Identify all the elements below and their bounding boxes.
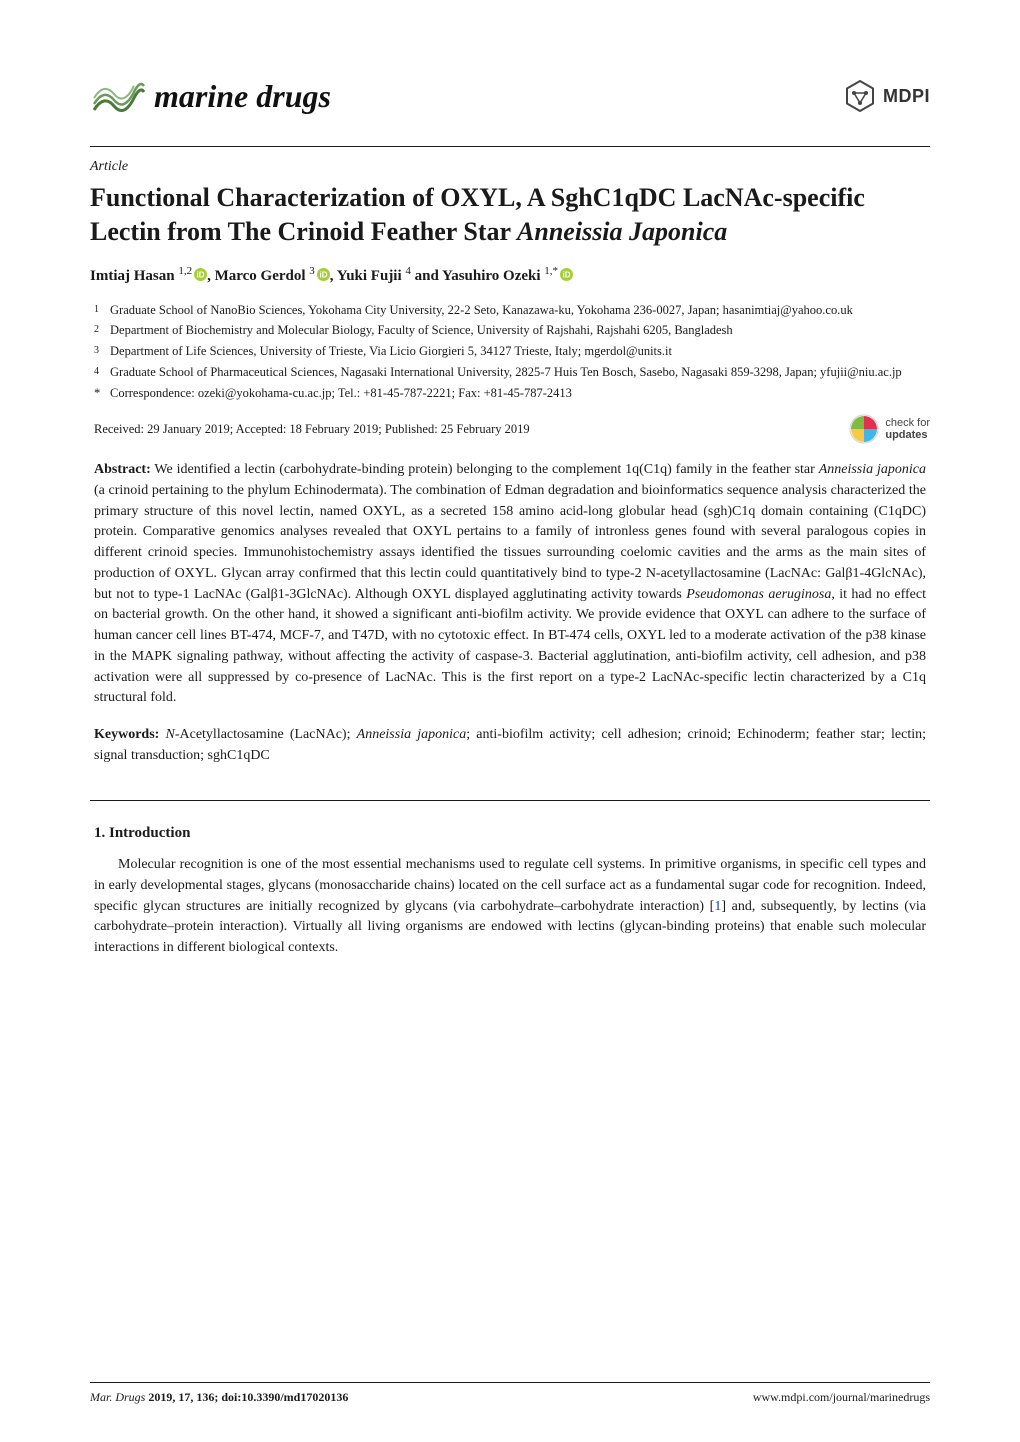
updates-line1: check for <box>885 417 930 429</box>
affiliation-row: 3 Department of Life Sciences, Universit… <box>112 343 930 361</box>
correspondence-row: * Correspondence: ozeki@yokohama-cu.ac.j… <box>112 385 930 403</box>
authors-line: Imtiaj Hasan 1,2iD, Marco Gerdol 3iD, Yu… <box>90 264 930 288</box>
svg-text:iD: iD <box>563 270 571 279</box>
abstract-label: Abstract: <box>94 462 151 477</box>
author-sup: 1,2 <box>178 265 192 277</box>
updates-line2: updates <box>885 429 930 441</box>
footer-year-vol: 2019, 17, 136; doi:10.3390/md17020136 <box>145 1390 348 1404</box>
affiliation-text: Graduate School of Pharmaceutical Scienc… <box>110 364 930 382</box>
abstract-block: Abstract: We identified a lectin (carboh… <box>90 460 930 709</box>
updates-text: check for updates <box>885 417 930 441</box>
affiliation-text: Graduate School of NanoBio Sciences, Yok… <box>110 302 930 320</box>
publication-dates: Received: 29 January 2019; Accepted: 18 … <box>94 420 530 438</box>
affiliation-row: 1 Graduate School of NanoBio Sciences, Y… <box>112 302 930 320</box>
citation-link[interactable]: 1 <box>714 899 721 914</box>
author-sup: 4 <box>405 265 411 277</box>
section-heading: 1. Introduction <box>90 823 930 845</box>
intro-paragraph: Molecular recognition is one of the most… <box>90 855 930 959</box>
affiliation-number: 2 <box>94 322 110 340</box>
orcid-icon: iD <box>560 268 573 281</box>
orcid-icon: iD <box>194 268 207 281</box>
publisher-name: MDPI <box>883 83 930 109</box>
affiliation-number: 3 <box>94 343 110 361</box>
correspondence-text: Correspondence: ozeki@yokohama-cu.ac.jp;… <box>110 385 930 403</box>
author-name: Imtiaj Hasan <box>90 268 175 284</box>
affiliation-number: 4 <box>94 364 110 382</box>
journal-logo-block: marine drugs <box>90 68 331 124</box>
correspondence-marker: * <box>94 385 110 403</box>
mdpi-hex-icon <box>843 79 877 113</box>
journal-name: marine drugs <box>154 73 331 119</box>
svg-text:iD: iD <box>197 270 205 279</box>
author-sup: 1,* <box>544 265 558 277</box>
article-title: Functional Characterization of OXYL, A S… <box>90 181 930 248</box>
affiliation-number: 1 <box>94 302 110 320</box>
affiliations-block: 1 Graduate School of NanoBio Sciences, Y… <box>90 302 930 403</box>
author-sup: 3 <box>309 265 315 277</box>
updates-mark-icon <box>849 414 879 444</box>
check-for-updates-badge[interactable]: check for updates <box>849 414 930 444</box>
footer-right: www.mdpi.com/journal/marinedrugs <box>753 1389 930 1406</box>
publisher-logo-block: MDPI <box>843 79 930 113</box>
dates-row: Received: 29 January 2019; Accepted: 18 … <box>90 414 930 444</box>
page-footer: Mar. Drugs 2019, 17, 136; doi:10.3390/md… <box>90 1382 930 1406</box>
abstract-text: We identified a lectin (carbohydrate-bin… <box>94 462 926 705</box>
keywords-block: Keywords: N-Acetyllactosamine (LacNAc); … <box>90 725 930 766</box>
footer-left: Mar. Drugs 2019, 17, 136; doi:10.3390/md… <box>90 1389 348 1406</box>
affiliation-row: 4 Graduate School of Pharmaceutical Scie… <box>112 364 930 382</box>
page-header: marine drugs MDPI <box>90 68 930 124</box>
keywords-text: N-Acetyllactosamine (LacNAc); Anneissia … <box>94 727 926 763</box>
author-name: Yuki Fujii <box>337 268 402 284</box>
svg-text:iD: iD <box>319 270 327 279</box>
author-name: Marco Gerdol <box>215 268 306 284</box>
affiliation-row: 2 Department of Biochemistry and Molecul… <box>112 322 930 340</box>
author-name: Yasuhiro Ozeki <box>442 268 541 284</box>
journal-wave-icon <box>90 68 146 124</box>
article-type: Article <box>90 157 930 177</box>
abstract-rule <box>90 800 930 801</box>
orcid-icon: iD <box>317 268 330 281</box>
affiliation-text: Department of Biochemistry and Molecular… <box>110 322 930 340</box>
affiliation-text: Department of Life Sciences, University … <box>110 343 930 361</box>
header-rule <box>90 146 930 147</box>
keywords-label: Keywords: <box>94 727 159 742</box>
footer-journal-abbrev: Mar. Drugs <box>90 1390 145 1404</box>
